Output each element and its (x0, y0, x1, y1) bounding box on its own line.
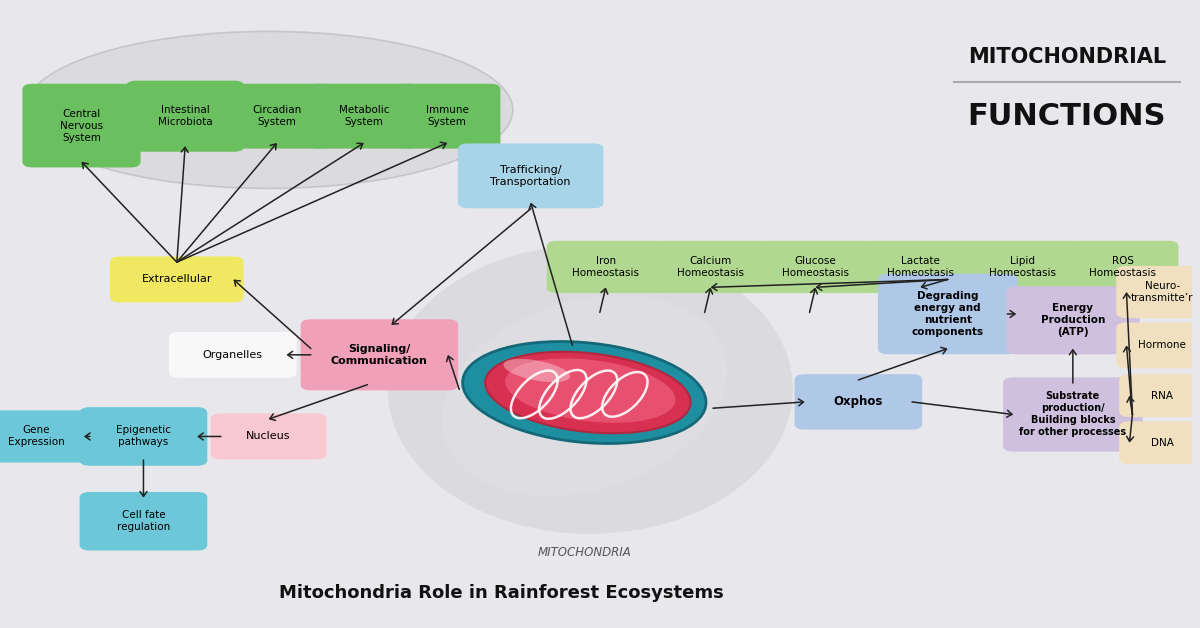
FancyBboxPatch shape (1007, 287, 1139, 354)
Text: Metabolic
System: Metabolic System (338, 105, 389, 127)
Text: MITOCHONDRIAL: MITOCHONDRIAL (968, 46, 1166, 67)
Text: Organelles: Organelles (203, 350, 263, 360)
Text: Energy
Production
(ATP): Energy Production (ATP) (1040, 303, 1105, 337)
FancyBboxPatch shape (127, 81, 244, 151)
Text: Iron
Homeostasis: Iron Homeostasis (572, 256, 640, 278)
FancyBboxPatch shape (0, 411, 94, 462)
Text: Immune
System: Immune System (426, 105, 469, 127)
Ellipse shape (485, 352, 691, 433)
FancyBboxPatch shape (211, 414, 325, 458)
Text: Gene
Expression: Gene Expression (8, 425, 65, 448)
Text: DNA: DNA (1151, 438, 1174, 448)
Text: Degrading
energy and
nutrient
components: Degrading energy and nutrient components (912, 291, 984, 337)
Text: Mitochondria Role in Rainforest Ecosystems: Mitochondria Role in Rainforest Ecosyste… (278, 585, 724, 602)
FancyBboxPatch shape (1068, 242, 1177, 293)
FancyBboxPatch shape (301, 320, 457, 389)
FancyBboxPatch shape (1120, 375, 1200, 416)
Text: Calcium
Homeostasis: Calcium Homeostasis (677, 256, 744, 278)
FancyBboxPatch shape (1117, 323, 1200, 368)
Text: Epigenetic
pathways: Epigenetic pathways (116, 425, 170, 448)
Text: Central
Nervous
System: Central Nervous System (60, 109, 103, 143)
Text: Intestinal
Microbiota: Intestinal Microbiota (158, 105, 212, 127)
FancyBboxPatch shape (221, 84, 332, 148)
FancyBboxPatch shape (1120, 422, 1200, 463)
FancyBboxPatch shape (395, 84, 499, 148)
Text: Oxphos: Oxphos (834, 396, 883, 408)
FancyBboxPatch shape (308, 84, 420, 148)
Text: Nucleus: Nucleus (246, 431, 290, 441)
Text: Lipid
Homeostasis: Lipid Homeostasis (989, 256, 1056, 278)
FancyBboxPatch shape (169, 333, 296, 377)
Text: Lactate
Homeostasis: Lactate Homeostasis (887, 256, 954, 278)
Text: MITOCHONDRIA: MITOCHONDRIA (538, 546, 631, 559)
FancyBboxPatch shape (80, 492, 206, 550)
FancyBboxPatch shape (110, 257, 242, 301)
Text: Cell fate
regulation: Cell fate regulation (116, 510, 170, 533)
Text: Trafficking/
Transportation: Trafficking/ Transportation (491, 165, 571, 187)
Text: FUNCTIONS: FUNCTIONS (967, 102, 1166, 131)
FancyBboxPatch shape (878, 274, 1016, 354)
Ellipse shape (24, 31, 512, 188)
FancyBboxPatch shape (653, 242, 769, 293)
FancyBboxPatch shape (757, 242, 874, 293)
FancyBboxPatch shape (80, 408, 206, 465)
FancyBboxPatch shape (862, 242, 979, 293)
Ellipse shape (503, 359, 570, 382)
Text: Extracellular: Extracellular (142, 274, 212, 284)
Text: Hormone: Hormone (1139, 340, 1186, 350)
FancyBboxPatch shape (1117, 266, 1200, 317)
Text: Glucose
Homeostasis: Glucose Homeostasis (782, 256, 848, 278)
FancyBboxPatch shape (796, 375, 922, 429)
Text: Substrate
production/
Building blocks
for other processes: Substrate production/ Building blocks fo… (1019, 391, 1127, 438)
Text: Neuro-
transmitte’r: Neuro- transmitte’r (1130, 281, 1194, 303)
Text: RNA: RNA (1151, 391, 1174, 401)
Ellipse shape (388, 245, 793, 534)
Ellipse shape (442, 295, 727, 496)
Ellipse shape (462, 342, 706, 443)
Text: ROS
Homeostasis: ROS Homeostasis (1090, 256, 1157, 278)
Text: Signaling/
Communication: Signaling/ Communication (331, 344, 428, 366)
FancyBboxPatch shape (458, 144, 602, 207)
Text: Circadian
System: Circadian System (252, 105, 301, 127)
FancyBboxPatch shape (966, 242, 1080, 293)
FancyBboxPatch shape (23, 84, 140, 166)
FancyBboxPatch shape (547, 242, 664, 293)
Ellipse shape (505, 359, 676, 423)
FancyBboxPatch shape (1003, 378, 1142, 451)
